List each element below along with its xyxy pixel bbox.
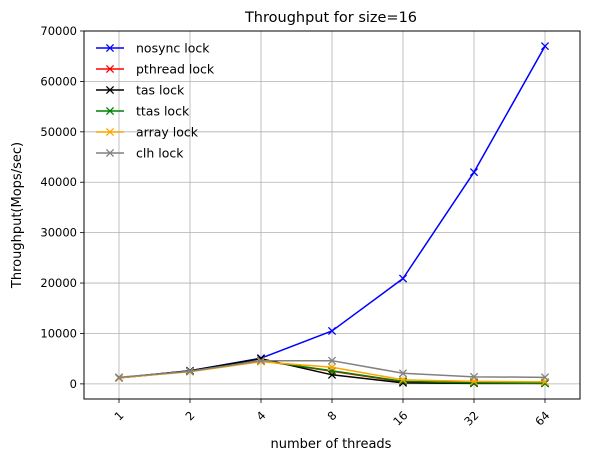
legend-marker [105, 85, 115, 95]
legend-marker [105, 43, 115, 53]
y-tick-label: 30000 [40, 226, 77, 240]
y-tick-label: 20000 [40, 276, 77, 290]
data-point-clh-lock [469, 372, 479, 381]
legend-label: tas lock [136, 83, 185, 98]
marker-stroke [105, 148, 115, 158]
marker-stroke [327, 326, 337, 336]
legend-marker [105, 106, 115, 116]
data-point-nosync-lock [469, 168, 479, 177]
x-axis-label: number of threads [271, 437, 392, 452]
marker-stroke [469, 372, 479, 381]
legend-entry-ttas-lock: ttas lock [96, 104, 190, 119]
marker-stroke [185, 367, 195, 376]
legend-label: pthread lock [136, 62, 215, 77]
data-point-array-lock [327, 363, 337, 372]
data-point-clh-lock [327, 356, 337, 365]
data-point-nosync-lock [540, 42, 550, 51]
y-tick-label: 60000 [40, 74, 77, 88]
marker-stroke [114, 373, 124, 382]
legend-entry-pthread-lock: pthread lock [96, 62, 215, 77]
chart-title: Throughput for size=16 [244, 10, 417, 26]
legend-label: array lock [136, 125, 199, 140]
y-tick-label: 10000 [40, 326, 77, 340]
data-point-clh-lock [114, 373, 124, 382]
series-layer [114, 42, 550, 388]
marker-stroke [398, 375, 408, 384]
legend-label: clh lock [136, 146, 184, 161]
marker-stroke [398, 274, 408, 283]
legend-entry-tas-lock: tas lock [96, 83, 185, 98]
marker-stroke [105, 64, 115, 74]
marker-stroke [469, 378, 479, 387]
data-point-nosync-lock [398, 274, 408, 283]
marker-stroke [256, 356, 266, 365]
legend-marker [105, 127, 115, 137]
series-clh-lock [114, 356, 550, 382]
data-point-clh-lock [256, 356, 266, 365]
marker-stroke [540, 42, 550, 51]
y-tick-label: 70000 [40, 24, 77, 38]
data-point-array-lock [256, 357, 266, 366]
y-tick-label: 0 [70, 377, 77, 391]
marker-stroke [327, 363, 337, 372]
marker-stroke [540, 373, 550, 382]
data-point-clh-lock [398, 369, 408, 378]
data-point-array-lock [398, 375, 408, 384]
marker-stroke [398, 377, 408, 386]
y-axis-label: Throughput(Mops/sec) [10, 142, 25, 289]
marker-stroke [256, 357, 266, 366]
legend-marker [105, 148, 115, 158]
marker-stroke [469, 168, 479, 177]
data-point-nosync-lock [327, 326, 337, 336]
legend: nosync lock pthread lock tas lock ttas lock… [96, 41, 215, 161]
data-point-clh-lock [185, 367, 195, 376]
marker-stroke [105, 106, 115, 116]
legend-entry-clh-lock: clh lock [96, 146, 184, 161]
legend-entry-array-lock: array lock [96, 125, 199, 140]
data-point-ttas-lock [540, 379, 550, 388]
marker-stroke [105, 85, 115, 95]
legend-marker [105, 64, 115, 74]
y-tick-label: 40000 [40, 175, 77, 189]
marker-stroke [398, 369, 408, 378]
marker-stroke [105, 43, 115, 53]
legend-entry-nosync-lock: nosync lock [96, 41, 210, 56]
marker-stroke [327, 356, 337, 365]
legend-label: ttas lock [136, 104, 190, 119]
marker-stroke [105, 127, 115, 137]
legend-label: nosync lock [136, 41, 210, 56]
data-point-clh-lock [540, 373, 550, 382]
marker-stroke [540, 379, 550, 388]
data-point-ttas-lock [469, 378, 479, 387]
y-tick-label: 50000 [40, 125, 77, 139]
